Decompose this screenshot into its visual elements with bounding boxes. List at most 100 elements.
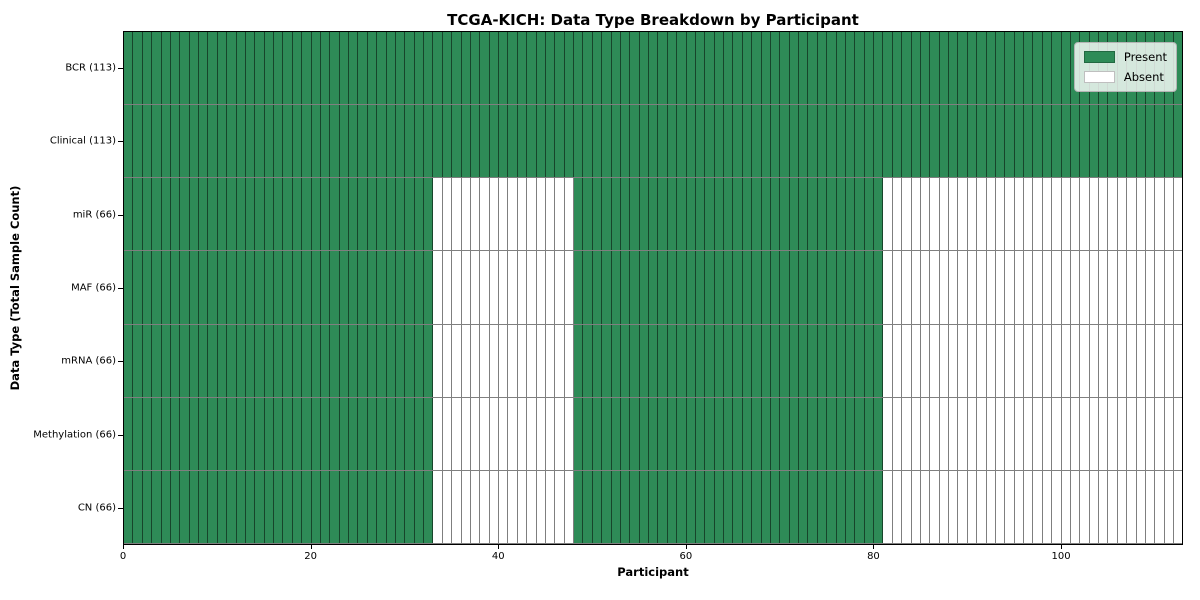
cell-present: [780, 251, 790, 324]
cell-absent: [902, 324, 912, 397]
cell-present: [1127, 105, 1137, 178]
cell-absent: [1174, 251, 1183, 324]
cell-present: [677, 178, 687, 251]
cell-present: [414, 397, 424, 470]
cell-absent: [949, 397, 959, 470]
cell-absent: [949, 178, 959, 251]
cell-absent: [508, 397, 518, 470]
cell-present: [395, 470, 406, 543]
cell-absent: [949, 251, 959, 324]
y-tick-mark: [118, 508, 123, 510]
cell-present: [592, 470, 603, 543]
cell-present: [770, 178, 781, 251]
cell-present: [442, 32, 453, 105]
cell-present: [695, 324, 706, 397]
cell-present: [695, 32, 706, 105]
cell-present: [630, 251, 640, 324]
cell-present: [939, 105, 949, 178]
cell-present: [330, 251, 340, 324]
cell-present: [752, 32, 762, 105]
cell-present: [677, 397, 687, 470]
heatmap-row-Methylation: [124, 397, 1183, 471]
cell-present: [583, 324, 593, 397]
cell-absent: [883, 251, 893, 324]
cell-absent: [489, 324, 499, 397]
cell-present: [508, 105, 518, 178]
cell-present: [424, 178, 434, 251]
cell-present: [227, 251, 237, 324]
cell-present: [695, 178, 706, 251]
cell-present: [170, 324, 181, 397]
cell-absent: [1174, 397, 1183, 470]
cell-present: [292, 178, 303, 251]
cell-present: [733, 397, 743, 470]
cell-absent: [911, 178, 921, 251]
cell-present: [330, 470, 340, 543]
cell-present: [855, 105, 865, 178]
cell-absent: [883, 178, 893, 251]
cell-present: [592, 251, 603, 324]
cell-absent: [1080, 397, 1090, 470]
cell-present: [827, 324, 837, 397]
cell-absent: [986, 470, 996, 543]
cell-absent: [902, 251, 912, 324]
cell-present: [630, 470, 640, 543]
cell-present: [152, 251, 162, 324]
cell-absent: [452, 324, 462, 397]
cell-present: [761, 324, 771, 397]
cell-absent: [977, 178, 987, 251]
cell-present: [808, 470, 818, 543]
cell-present: [949, 105, 959, 178]
cell-present: [986, 32, 996, 105]
y-tick-label-BCR: BCR (113): [65, 62, 116, 74]
cell-absent: [1127, 324, 1137, 397]
cell-present: [274, 251, 284, 324]
cell-absent: [1155, 470, 1165, 543]
cell-present: [330, 324, 340, 397]
cell-absent: [480, 324, 490, 397]
cell-present: [208, 105, 218, 178]
cell-present: [677, 32, 687, 105]
cell-present: [789, 397, 799, 470]
cell-present: [602, 178, 612, 251]
x-tick-label: 60: [679, 551, 693, 562]
cell-absent: [967, 324, 978, 397]
cell-present: [817, 324, 828, 397]
cell-present: [705, 32, 715, 105]
cell-absent: [555, 178, 565, 251]
x-tick-mark: [1061, 545, 1063, 549]
cell-absent: [1061, 397, 1071, 470]
cell-present: [133, 251, 143, 324]
cell-present: [574, 470, 584, 543]
cell-present: [377, 32, 387, 105]
cell-present: [217, 324, 228, 397]
cell-present: [1014, 105, 1024, 178]
cell-absent: [892, 397, 903, 470]
cell-absent: [536, 324, 546, 397]
cell-absent: [892, 470, 903, 543]
cell-present: [199, 178, 209, 251]
cell-absent: [536, 251, 546, 324]
y-tick-label-Clinical: Clinical (113): [49, 135, 116, 147]
cell-present: [733, 105, 743, 178]
cell-present: [377, 324, 387, 397]
cell-present: [311, 470, 321, 543]
cell-present: [367, 105, 378, 178]
cell-present: [302, 251, 312, 324]
cell-present: [1061, 32, 1071, 105]
cell-present: [161, 397, 171, 470]
cell-present: [124, 251, 134, 324]
cell-absent: [911, 470, 921, 543]
cell-absent: [499, 178, 509, 251]
cell-present: [189, 397, 199, 470]
cell-absent: [461, 324, 471, 397]
cell-absent: [517, 470, 528, 543]
cell-present: [367, 251, 378, 324]
cell-present: [686, 178, 696, 251]
cell-present: [199, 470, 209, 543]
cell-absent: [1127, 397, 1137, 470]
cell-present: [714, 324, 724, 397]
cell-absent: [1136, 324, 1146, 397]
cell-present: [930, 105, 940, 178]
cell-present: [649, 32, 659, 105]
